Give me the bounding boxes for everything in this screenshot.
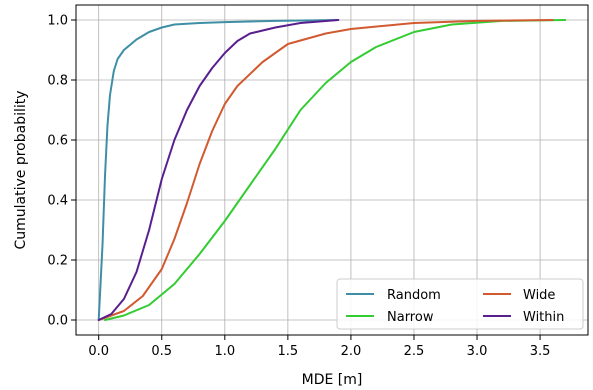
series-line-wide [97, 19, 554, 321]
legend-label-random: Random [387, 288, 441, 303]
legend-label-wide: Wide [523, 288, 555, 303]
x-tick-label: 0.0 [88, 344, 109, 359]
series-line-within [97, 19, 340, 321]
x-tick-label: 1.5 [278, 344, 299, 359]
x-tick-label: 1.0 [214, 344, 235, 359]
series-lines [97, 19, 567, 321]
series-line-narrow [104, 19, 567, 321]
x-tick-label: 2.0 [341, 344, 362, 359]
x-tick-label: 3.0 [467, 344, 488, 359]
y-tick-label: 0.0 [47, 314, 68, 329]
series-line-random [97, 19, 340, 321]
x-axis-label: MDE [m] [302, 372, 363, 388]
x-tick-label: 0.5 [151, 344, 172, 359]
legend-box [336, 278, 584, 330]
y-tick-label: 1.0 [47, 14, 68, 29]
legend-label-narrow: Narrow [387, 310, 434, 325]
x-tick-label: 3.5 [530, 344, 551, 359]
legend: Random Narrow Wide Within [336, 278, 584, 330]
y-tick-label: 0.2 [47, 254, 68, 269]
y-tick-label: 0.4 [47, 194, 68, 209]
y-tick-label: 0.6 [47, 134, 68, 149]
y-axis-label: Cumulative probability [13, 90, 29, 249]
x-tick-label: 2.5 [404, 344, 425, 359]
axis-ticks: 0.0 0.5 1.0 1.5 2.0 2.5 3.0 3.5 0.0 0.2 0.4 0.6 0.8 1… [47, 14, 550, 360]
legend-label-within: Within [523, 310, 564, 325]
plot-frame [75, 4, 589, 336]
y-tick-label: 0.8 [47, 74, 68, 89]
